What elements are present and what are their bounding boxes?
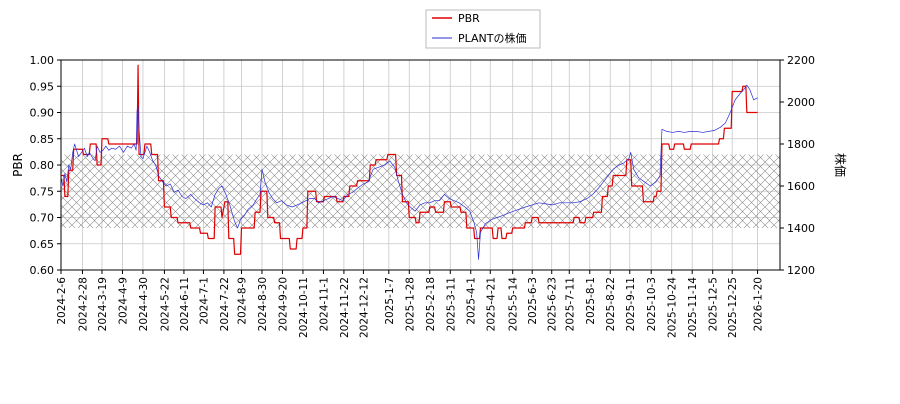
left-tick-label: 0.75 — [30, 185, 55, 198]
x-tick-label: 2025-12-25 — [727, 277, 739, 338]
x-tick-label: 2024-6-11 — [179, 277, 191, 331]
left-tick-label: 0.65 — [30, 238, 55, 251]
x-tick-label: 2024-11-22 — [339, 277, 351, 338]
x-tick-label: 2025-10-24 — [667, 277, 679, 338]
left-tick-label: 0.60 — [30, 264, 55, 277]
x-tick-label: 2025-6-23 — [547, 277, 559, 331]
x-tick-label: 2025-5-14 — [508, 277, 520, 332]
left-tick-label: 0.70 — [30, 212, 55, 225]
reference-band — [61, 154, 780, 228]
right-tick-label: 1200 — [787, 264, 815, 277]
x-tick-label: 2025-8-22 — [605, 277, 617, 331]
x-tick-label: 2024-10-11 — [298, 277, 310, 338]
x-tick-label: 2024-12-12 — [358, 277, 370, 338]
left-tick-label: 0.95 — [30, 80, 55, 93]
x-tick-label: 2024-7-22 — [219, 277, 231, 331]
x-tick-label: 2024-3-19 — [97, 277, 109, 331]
x-tick-label: 2024-7-1 — [198, 277, 210, 325]
right-tick-label: 2200 — [787, 54, 815, 67]
left-tick-label: 0.80 — [30, 159, 55, 172]
x-tick-label: 2024-5-22 — [159, 277, 171, 331]
x-tick-label: 2026-1-20 — [753, 277, 765, 331]
x-tick-label: 2024-11-1 — [318, 277, 330, 331]
left-tick-label: 0.90 — [30, 107, 55, 120]
x-tick-label: 2024-9-20 — [277, 277, 289, 331]
x-tick-label: 2025-10-3 — [646, 277, 658, 331]
x-tick-label: 2025-8-1 — [585, 277, 597, 325]
legend-label: PBR — [458, 12, 480, 25]
x-tick-label: 2024-4-30 — [138, 277, 150, 331]
x-tick-label: 2025-3-11 — [445, 277, 457, 331]
legend-label: PLANTの株価 — [458, 31, 527, 45]
right-tick-label: 1400 — [787, 222, 815, 235]
x-tick-label: 2025-1-28 — [404, 277, 416, 331]
x-tick-label: 2025-4-1 — [466, 277, 478, 325]
x-tick-label: 2024-2-6 — [56, 277, 68, 325]
x-tick-label: 2024-2-28 — [77, 277, 89, 331]
x-tick-label: 2025-7-11 — [564, 277, 576, 331]
x-tick-label: 2024-8-30 — [257, 277, 269, 331]
left-tick-label: 0.85 — [30, 133, 55, 146]
x-tick-label: 2025-6-3 — [527, 277, 539, 325]
y-axis-label-left: PBR — [11, 153, 25, 177]
y-axis-label-right: 株価 — [833, 153, 848, 177]
left-tick-label: 1.00 — [30, 54, 55, 67]
x-tick-label: 2025-11-14 — [687, 277, 699, 338]
legend: PBR PLANTの株価 — [425, 9, 541, 49]
x-tick-label: 2025-1-7 — [384, 277, 396, 325]
legend-box — [425, 9, 541, 49]
x-tick-label: 2025-12-5 — [708, 277, 720, 331]
right-tick-label: 2000 — [787, 96, 815, 109]
x-tick-label: 2025-9-11 — [625, 277, 637, 331]
series-line-stock-price — [60, 84, 758, 260]
x-tick-label: 2025-4-21 — [485, 277, 497, 331]
x-tick-label: 2024-4-9 — [117, 277, 129, 325]
right-tick-label: 1800 — [787, 138, 815, 151]
axis-ticks: 0.60 0.65 0.70 0.75 0.80 0.85 0.90 0.95 1.00 1200… — [30, 54, 816, 338]
right-tick-label: 1600 — [787, 180, 815, 193]
series-line-pbr — [61, 64, 758, 255]
series-layer — [60, 64, 758, 260]
x-tick-label: 2024-8-9 — [236, 277, 248, 325]
x-tick-label: 2025-2-18 — [425, 277, 437, 331]
